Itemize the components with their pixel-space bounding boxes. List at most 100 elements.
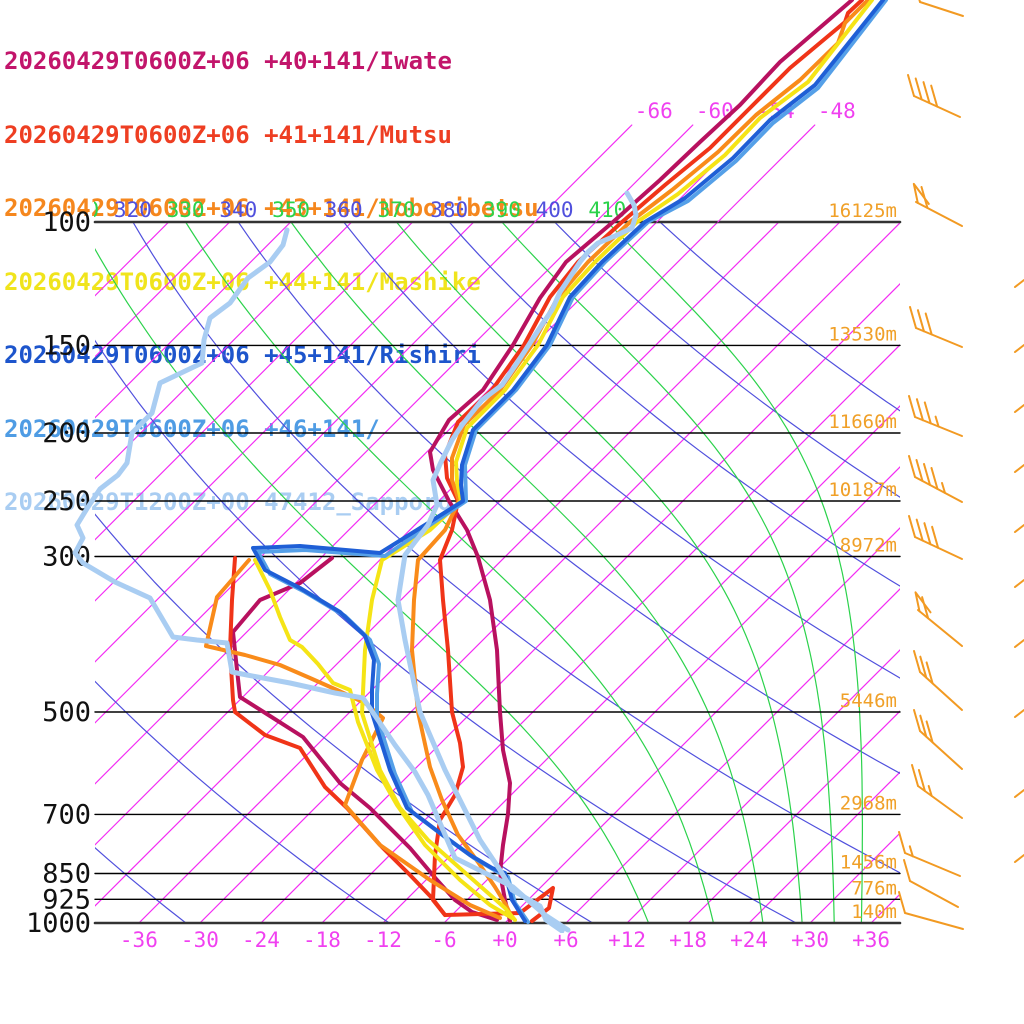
isotherm-line: [95, 222, 353, 480]
isotherm-line: [260, 283, 900, 923]
isotherm-line: [95, 222, 597, 724]
edge-clipped-barb: [1014, 464, 1024, 473]
edge-clipped-barb: [1014, 639, 1024, 648]
temperature-tick-label: +12: [608, 928, 646, 952]
curve-noboribetsu-temperature: [410, 0, 870, 920]
height-label-300: 8972m: [840, 534, 897, 556]
feather-half: [908, 845, 914, 858]
legend-item-rishiri: 20260429T0600Z+06 +45+141/Rishiri: [4, 341, 481, 369]
feather-full: [907, 74, 915, 97]
legend-item-noboribetsu: 20260429T0600Z+06 +43+141/Noboribetsu: [4, 194, 539, 222]
moist-adiabat-label: 390: [483, 198, 521, 222]
wind-barb: [907, 74, 961, 118]
pressure-tick-label: 200: [42, 418, 91, 449]
height-label-850: 1456m: [840, 852, 897, 874]
temperature-tick-label: +0: [492, 928, 517, 952]
isotherm-line: [95, 222, 475, 602]
wind-barb: [898, 831, 961, 877]
feather-full: [930, 467, 939, 490]
feather-full: [915, 398, 924, 422]
wind-barb: [913, 650, 963, 711]
temperature-tick-label: +36: [852, 928, 890, 952]
isotherm-top-label: -60: [696, 99, 734, 123]
isotherm-top-label: -66: [635, 99, 673, 123]
temperature-tick-label: -18: [303, 928, 341, 952]
legend-item-iwate: 20260429T0600Z+06 +40+141/Iwate: [4, 47, 452, 75]
moist-adiabat-label: 350: [272, 198, 310, 222]
temperature-tick-label: +24: [730, 928, 768, 952]
isotherm-line: [138, 222, 841, 923]
height-labels: 16125m 13530m 11660m 10187m 8972m 5446m 2968m 1…: [828, 200, 897, 923]
height-label-700: 2968m: [840, 792, 897, 814]
moist-adiabat-line: [395, 222, 803, 923]
feather-half: [934, 415, 940, 428]
isotherm-line: [199, 222, 900, 923]
feather-full: [917, 769, 926, 792]
feather-full: [923, 522, 932, 546]
isotherm-line: [993, 222, 1024, 923]
dry-adiabat-line: [95, 513, 594, 923]
isotherm-line: [95, 222, 780, 907]
temperature-tick-label: -30: [181, 928, 219, 952]
curve-mutsu-temperature: [431, 0, 864, 923]
feather-full: [923, 463, 931, 486]
dry-adiabat-line: [448, 222, 900, 587]
pressure-tick-label: 300: [42, 541, 91, 572]
pressure-tick-label: 150: [42, 330, 91, 361]
feather-full: [923, 401, 932, 425]
height-label-100: 16125m: [828, 200, 897, 222]
curve-sapporo-dewpoint: [72, 227, 571, 933]
height-label-500: 5446m: [840, 690, 897, 712]
dry-adiabat-line: [95, 847, 187, 923]
height-label-150: 13530m: [828, 323, 897, 345]
dry-adiabat-line: [659, 222, 900, 412]
dry-adiabat-label: 380: [430, 198, 468, 222]
curve-rishiri-temperature: [251, 0, 885, 923]
wind-barb: [898, 891, 964, 930]
feather-half: [941, 482, 946, 494]
feather-half: [927, 785, 933, 797]
legend-item-sapporo: 20260429T1200Z+00 47412_Sapporo: [4, 488, 452, 516]
feather-full: [898, 831, 906, 854]
feather-full: [919, 655, 928, 679]
temperature-tick-label: -6: [431, 928, 456, 952]
feather-full: [915, 459, 924, 482]
feather-full: [903, 859, 911, 882]
isotherm-line: [565, 588, 900, 923]
moist-adiabat-line: [95, 247, 650, 923]
isotherm-line: [932, 222, 1024, 923]
isotherm-line: [95, 222, 536, 663]
moist-adiabat-line: [501, 222, 835, 923]
isotherm-line: [95, 222, 231, 358]
curve-sapporo-temperature: [395, 190, 639, 933]
edge-clipped-barb: [1014, 524, 1024, 533]
feather-full: [921, 596, 930, 620]
feather-full: [922, 81, 931, 105]
dry-adiabat-label: 320: [114, 198, 152, 222]
feather-full: [918, 0, 921, 3]
dry-adiabat-line: [95, 339, 798, 923]
isotherm-line: [443, 466, 900, 923]
pressure-tick-label: 100: [42, 207, 91, 238]
isotherm-stub: [534, 124, 633, 223]
moist-adiabat-label: 410: [588, 198, 626, 222]
feather-full: [909, 306, 917, 329]
temperature-tick-label: -12: [364, 928, 402, 952]
pressure-tick-label: 1000: [26, 908, 91, 939]
edge-clipped-barb: [1014, 709, 1024, 718]
feather-full: [924, 312, 933, 336]
moist-adiabat-label: 330: [167, 198, 205, 222]
feather-full: [913, 709, 921, 732]
temperature-tick-label: +6: [553, 928, 578, 952]
dry-adiabat-line: [553, 222, 900, 498]
isotherm-line: [95, 222, 414, 541]
wind-barbs: [898, 0, 1024, 930]
feather-full: [925, 661, 934, 685]
curve-iwate-temperature: [428, 0, 854, 923]
moist-adiabat-label: 310: [61, 198, 99, 222]
moist-adiabat-line: [185, 222, 715, 923]
temperature-tick-label: -24: [242, 928, 280, 952]
wind-barb: [918, 0, 964, 17]
feather-full: [908, 515, 916, 538]
